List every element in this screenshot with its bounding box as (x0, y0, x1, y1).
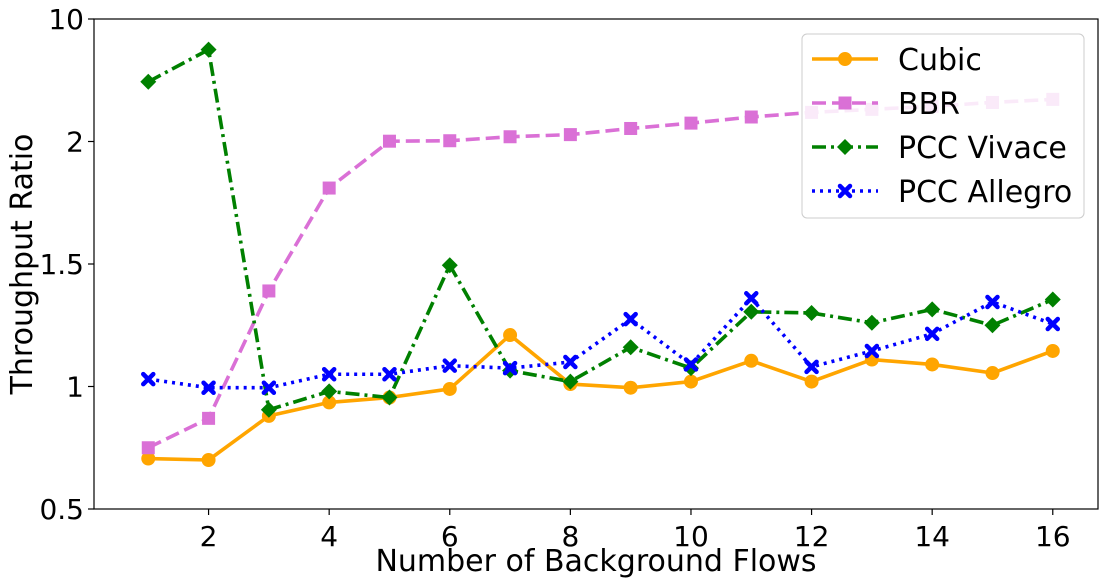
y-tick-label: 0.5 (39, 493, 84, 526)
legend: Cubic BBR PCC Vivace PCC Allegro (801, 33, 1085, 219)
legend-label: Cubic (898, 43, 982, 78)
data-point (201, 380, 216, 395)
x-tick-label: 10 (673, 520, 709, 553)
data-point (803, 305, 820, 321)
data-point (503, 328, 518, 343)
series-line (147, 97, 1053, 450)
series-pcc-vivace (140, 41, 1061, 418)
data-point (381, 389, 398, 406)
series-line (148, 296, 1054, 390)
y-axis: 0.5 1 1.5 2 10 (39, 3, 94, 526)
data-point (743, 303, 760, 320)
x-tick-label: 12 (794, 520, 830, 553)
x-tick-label: 16 (1035, 520, 1071, 553)
legend-marker (838, 96, 852, 110)
data-point (924, 326, 940, 342)
x-tick-label: 6 (441, 520, 459, 553)
data-point (1045, 316, 1061, 332)
legend-label: PCC Allegro (898, 175, 1072, 210)
series-pcc-allegro (141, 291, 1061, 395)
data-point (985, 294, 1000, 310)
data-point (502, 360, 518, 376)
data-point (623, 311, 638, 327)
data-point (322, 181, 336, 195)
data-point (985, 366, 1000, 381)
data-point (260, 401, 277, 418)
y-tick-label: 10 (48, 3, 84, 36)
data-point (622, 339, 639, 356)
data-point (682, 360, 699, 377)
data-point (924, 301, 941, 318)
x-axis-label: Number of Background Flows (375, 544, 816, 579)
data-point (201, 453, 216, 467)
data-point (744, 353, 759, 368)
data-point (804, 359, 819, 375)
data-point (1044, 291, 1061, 308)
data-point (683, 374, 698, 389)
data-point (562, 373, 579, 390)
y-axis-label: Throughput Ratio (5, 134, 40, 396)
data-point (442, 358, 458, 373)
data-point (864, 343, 880, 359)
data-point (863, 314, 880, 331)
legend-marker (838, 52, 852, 66)
data-point (683, 357, 699, 372)
data-point (925, 357, 940, 372)
y-tick-label: 1 (66, 371, 84, 404)
data-point (141, 441, 155, 455)
legend-label: PCC Vivace (898, 131, 1067, 166)
series-line (147, 47, 1054, 412)
data-point (382, 367, 397, 382)
data-point (744, 110, 758, 124)
data-point (443, 134, 457, 148)
data-point (624, 121, 638, 135)
data-point (563, 354, 578, 370)
data-point (442, 381, 457, 396)
x-tick-label: 4 (320, 520, 338, 553)
data-point (441, 257, 458, 274)
data-point (200, 41, 217, 58)
data-point (261, 380, 277, 395)
data-point (744, 291, 759, 306)
x-tick-label: 14 (914, 520, 950, 553)
data-point (321, 367, 337, 382)
x-axis: 2 4 6 8 10 12 14 16 (200, 509, 1071, 553)
data-point (563, 128, 577, 142)
legend-marker (837, 139, 853, 155)
legend-marker (837, 183, 853, 199)
data-point (623, 380, 638, 395)
y-tick-label: 2 (66, 126, 84, 159)
y-tick-label: 1.5 (39, 248, 84, 281)
legend-box (801, 33, 1085, 219)
data-point (202, 411, 216, 425)
data-point (382, 134, 396, 148)
x-tick-label: 2 (200, 520, 218, 553)
legend-label: BBR (898, 87, 960, 122)
data-point (684, 116, 698, 130)
data-point (804, 374, 819, 389)
data-point (1045, 343, 1060, 358)
x-tick-label: 8 (561, 520, 579, 553)
data-point (140, 73, 157, 90)
data-point (503, 130, 517, 144)
data-point (141, 371, 156, 387)
series-line (148, 333, 1054, 462)
data-point (321, 383, 338, 400)
data-point (262, 284, 276, 298)
data-point (984, 317, 1001, 334)
